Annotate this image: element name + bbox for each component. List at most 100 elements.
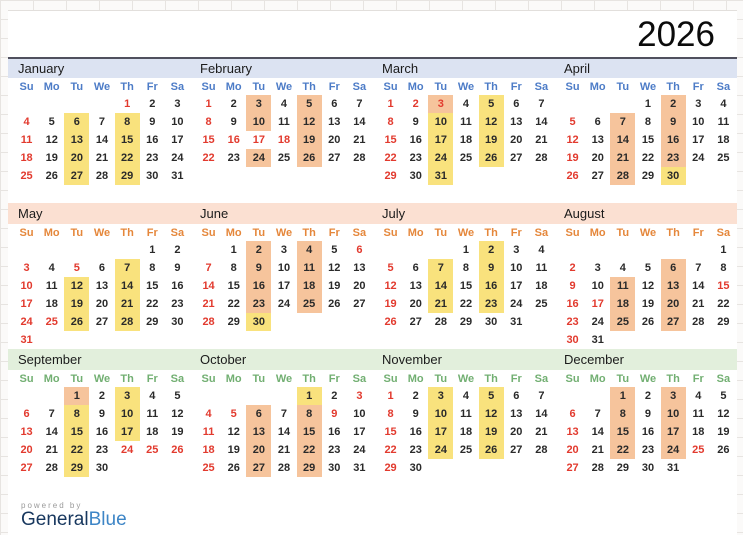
date-cell: 7 [356,98,363,110]
weekday-label: Sa [352,372,367,385]
date-cell: 28 [202,316,215,328]
date-cell: 24 [510,298,523,310]
date-cell: 4 [462,98,470,110]
date-cell: 16 [95,426,109,438]
dates-grid: 1 2 3 4 5 6 7 8 9 10 11 12 13 14 15 16 17 18 19 20 21 22 23 24 2… [14,95,190,203]
date-cell: 3 [114,387,140,405]
date-cell: 16 [641,426,655,438]
month-calendar-june: Su Mo Tu We Th Fr Sa 1 2 3 4 5 6 7 8 9 10 11 12 13 14 15 16 17 1… [196,224,372,349]
empty-cell [39,387,64,405]
date-cell: 19 [171,426,184,438]
month-calendar-january: Su Mo Tu We Th Fr Sa 1 2 3 4 5 6 7 8 9 10 11 12 13 14 15 16 17 1… [14,78,190,203]
date-cell: 6 [594,116,601,128]
date-cell: 25 [717,152,730,164]
date-cell: 27 [660,313,686,331]
month-calendar-february: Su Mo Tu We Th Fr Sa 1 2 3 4 5 6 7 8 9 10 11 12 13 14 15 16 17 1… [196,78,372,203]
date-cell: 9 [569,280,576,292]
date-cell: 23 [660,149,686,167]
date-cell: 1 [610,387,636,405]
date-cell: 21 [45,444,58,456]
empty-cell [686,241,711,259]
weekday-label: Th [666,80,680,93]
date-cell: 5 [48,116,55,128]
date-cell: 3 [428,387,454,405]
empty-cell [635,241,660,259]
date-cell: 14 [45,426,58,438]
date-cell: 11 [717,116,730,128]
footer: powered by GeneralBlue [8,495,737,531]
date-cell: 29 [384,462,397,474]
date-cell: 2 [644,390,652,402]
empty-cell [610,95,635,113]
date-cell: 5 [569,116,576,128]
date-cell: 12 [227,426,240,438]
date-cell: 24 [428,441,454,459]
weekday-label: Th [120,372,134,385]
date-cell: 20 [510,134,523,146]
date-cell: 18 [277,134,291,146]
weekday-label: Fr [328,372,340,385]
weekday-label: Su [383,80,398,93]
date-cell: 3 [174,98,181,110]
date-cell: 26 [64,313,90,331]
date-cell: 19 [478,131,504,149]
date-cell: 1 [296,387,322,405]
date-cell: 10 [114,405,140,423]
weekday-label: We [639,80,657,93]
date-cell: 6 [64,113,90,131]
date-cell: 15 [384,134,397,146]
brand-blue: Blue [88,509,127,530]
date-cell: 17 [353,426,366,438]
date-cell: 4 [48,262,55,274]
date-cell: 6 [513,98,520,110]
date-cell: 4 [720,98,727,110]
date-cell: 7 [594,408,601,420]
weekday-header-row: Su Mo Tu We Th Fr Sa [196,370,372,387]
date-cell: 27 [510,152,523,164]
month-name: November [382,352,442,367]
date-cell: 10 [246,113,272,131]
empty-cell [585,95,610,113]
weekday-label: Su [19,80,34,93]
date-cell: 8 [462,262,470,274]
empty-cell [14,387,39,405]
empty-cell [560,241,585,259]
date-cell: 22 [384,444,397,456]
empty-cell [246,387,271,405]
month-calendar-december: Su Mo Tu We Th Fr Sa 1 2 3 4 5 6 7 8 9 10 11 12 13 14 15 16 17 1… [560,370,736,495]
date-cell: 25 [277,152,291,164]
date-cell: 22 [64,441,90,459]
empty-cell [64,241,89,259]
date-cell: 30 [95,462,109,474]
weekday-label: Fr [510,80,522,93]
weekday-label: Sa [352,226,367,239]
date-cell: 29 [641,170,655,182]
date-cell: 7 [538,98,545,110]
date-cell: 4 [280,98,288,110]
date-cell: 17 [171,134,184,146]
date-cell: 17 [252,134,265,146]
date-cell: 28 [610,167,636,185]
weekday-label: Sa [716,226,731,239]
date-cell: 5 [478,95,504,113]
date-cell: 16 [328,426,341,438]
date-cell: 9 [478,259,504,277]
empty-cell [221,387,246,405]
date-cell: 2 [174,244,181,256]
date-cell: 2 [246,241,272,259]
date-cell: 9 [246,259,272,277]
date-cell: 26 [384,316,397,328]
empty-cell [89,241,114,259]
date-cell: 18 [146,426,159,438]
date-cell: 5 [720,390,727,402]
date-cell: 28 [353,152,366,164]
date-cell: 2 [412,390,419,402]
date-cell: 28 [45,462,58,474]
date-cell: 6 [356,244,363,256]
weekday-label: Fr [146,226,158,239]
weekday-label: Mo [589,80,606,93]
empty-cell [403,241,428,259]
empty-cell [560,95,585,113]
date-cell: 7 [205,262,212,274]
date-cell: 18 [45,298,58,310]
